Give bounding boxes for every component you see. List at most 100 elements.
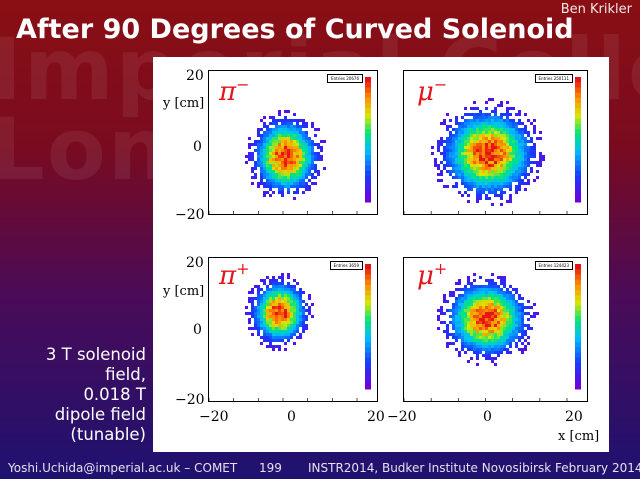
histogram-bin (281, 155, 284, 158)
histogram-bin (251, 170, 254, 173)
histogram-bin (266, 191, 269, 194)
histogram-bin (500, 128, 503, 131)
histogram-bin (281, 303, 284, 306)
histogram-bin (506, 336, 509, 339)
color-scale-step (365, 87, 371, 94)
color-scale-step (575, 295, 581, 301)
slide-title: After 90 Degrees of Curved Solenoid (16, 14, 574, 45)
histogram-bin (254, 309, 257, 312)
histogram-bin (473, 285, 476, 288)
histogram-bin (305, 146, 308, 149)
histogram-bin (251, 291, 254, 294)
histogram-bin (461, 318, 464, 321)
histogram-bin (254, 312, 257, 315)
histogram-bin (524, 143, 527, 146)
histogram-bin (515, 125, 518, 128)
color-scale-step (575, 92, 581, 99)
histogram-bin (494, 303, 497, 306)
color-scale-step (365, 118, 371, 125)
histogram-bin (290, 128, 293, 131)
histogram-bin (494, 170, 497, 173)
histogram-bin (281, 188, 284, 191)
histogram-bin (500, 345, 503, 348)
histogram-bin (482, 294, 485, 297)
histogram-bin (296, 122, 299, 125)
histogram-bin (464, 152, 467, 155)
histogram-bin (503, 315, 506, 318)
histogram-bin (269, 297, 272, 300)
histogram-bin (494, 167, 497, 170)
histogram-bin (473, 134, 476, 137)
histogram-bin (476, 294, 479, 297)
histogram-bin (479, 158, 482, 161)
histogram-bin (515, 300, 518, 303)
histogram-bin (488, 300, 491, 303)
histogram-bin (278, 333, 281, 336)
histogram-bin (290, 291, 293, 294)
histogram-bin (446, 152, 449, 155)
histogram-bin (299, 170, 302, 173)
histogram-bin (497, 288, 500, 291)
histogram-bin (287, 161, 290, 164)
histogram-bin (473, 288, 476, 291)
histogram-bin (518, 182, 521, 185)
color-scale-step (575, 357, 581, 364)
histogram-bin (473, 318, 476, 321)
histogram-bin (455, 348, 458, 351)
histogram-bin (488, 324, 491, 327)
histogram-bin (512, 140, 515, 143)
histogram-bin (473, 339, 476, 342)
histogram-bin (506, 155, 509, 158)
histogram-bin (458, 321, 461, 324)
histogram-bin (473, 146, 476, 149)
color-scale-step (575, 134, 581, 140)
histogram-bin (521, 336, 524, 339)
histogram-bin (455, 119, 458, 122)
histogram-bin (503, 191, 506, 194)
histogram-bin (467, 131, 470, 134)
histogram-bin (443, 152, 446, 155)
histogram-bin (245, 312, 248, 315)
histogram-bin (317, 158, 320, 161)
histogram-bin (287, 119, 290, 122)
histogram-bin (479, 152, 482, 155)
histogram-bin (269, 176, 272, 179)
histogram-bin (485, 161, 488, 164)
histogram-bin (437, 327, 440, 330)
histogram-bin (290, 143, 293, 146)
histogram-bin (287, 312, 290, 315)
histogram-bin (317, 143, 320, 146)
histogram-bin (485, 158, 488, 161)
histogram-bin (506, 158, 509, 161)
histogram-bin (521, 315, 524, 318)
histogram-bin (275, 146, 278, 149)
histogram-bin (515, 303, 518, 306)
histogram-bin (293, 303, 296, 306)
histogram-bin (464, 330, 467, 333)
histogram-bin (458, 333, 461, 336)
histogram-bin (491, 173, 494, 176)
histogram-bin (479, 140, 482, 143)
histogram-bin (314, 158, 317, 161)
histogram-bin (473, 330, 476, 333)
histogram-bin (494, 110, 497, 113)
histogram-bin (518, 164, 521, 167)
histogram-bin (305, 143, 308, 146)
histogram-bin (503, 155, 506, 158)
histogram-bin (515, 137, 518, 140)
histogram-bin (440, 173, 443, 176)
histogram-bin (275, 152, 278, 155)
histogram-bin (506, 167, 509, 170)
histogram-bin (491, 312, 494, 315)
histogram-bin (269, 128, 272, 131)
histogram-bin (284, 164, 287, 167)
histogram-bin (524, 324, 527, 327)
histogram-bin (503, 119, 506, 122)
histogram-bin (488, 312, 491, 315)
histogram-bin (500, 158, 503, 161)
histogram-bin (461, 152, 464, 155)
histogram-bin (482, 336, 485, 339)
x-tick: 20 (367, 409, 385, 425)
histogram-bin (251, 333, 254, 336)
histogram-bin (500, 173, 503, 176)
